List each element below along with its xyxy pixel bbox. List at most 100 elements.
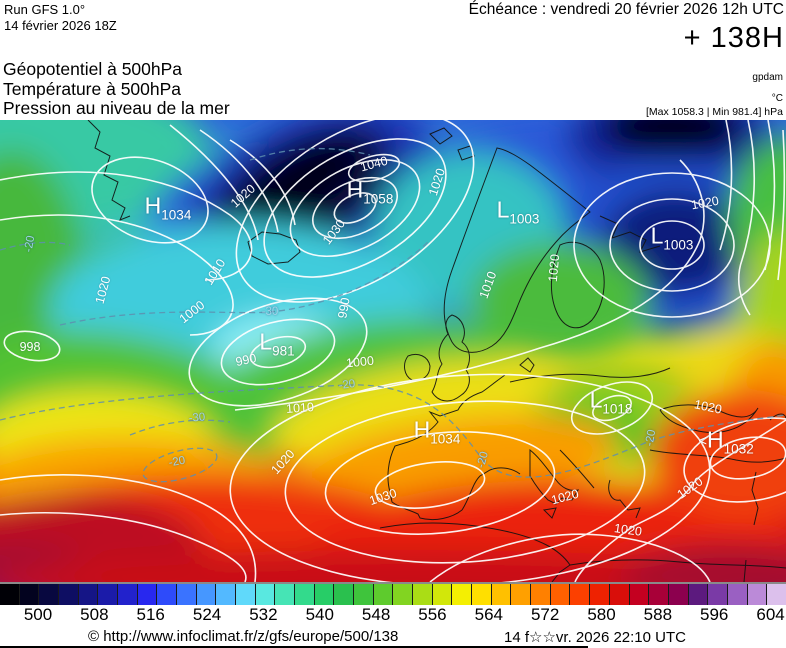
unit-degc: °C xyxy=(771,93,783,104)
colorbar-tick-label: 572 xyxy=(530,605,560,624)
temperature-label: -20 xyxy=(643,428,659,448)
colorbar xyxy=(0,582,786,605)
temperature-label: -20 xyxy=(337,377,357,393)
isobar-label: 1020 xyxy=(426,166,448,198)
colorbar-tick-label: 516 xyxy=(136,605,165,624)
temperature-contours xyxy=(0,147,786,483)
colorbar-cell xyxy=(59,584,79,605)
isobar-label: 1010 xyxy=(476,269,500,301)
colorbar-cell xyxy=(531,584,551,605)
colorbar-ticks: 500 508 516 524 532 540 548 556 564 572 580 588 596 6… xyxy=(0,605,786,627)
colorbar-cell xyxy=(649,584,669,605)
colorbar-cell xyxy=(708,584,728,605)
colorbar-tick-label: 588 xyxy=(643,605,673,624)
colorbar-cell xyxy=(39,584,60,605)
colorbar-cell xyxy=(550,584,571,605)
colorbar-tick-label: 524 xyxy=(192,605,222,624)
param-temperature: Température à 500hPa xyxy=(3,78,182,99)
colorbar-cell xyxy=(452,584,473,605)
colorbar-cell xyxy=(275,584,296,605)
isobar-label: 1020 xyxy=(674,474,706,502)
isobar-label: 1040 xyxy=(358,153,390,175)
colorbar-cell xyxy=(196,584,217,605)
colorbar-tick-label: 540 xyxy=(305,605,334,624)
colorbar-cell xyxy=(472,584,492,605)
isobar-label: 1030 xyxy=(319,216,349,248)
pressure-center-h: H1058 xyxy=(346,176,394,207)
footer: © http://www.infoclimat.fr/z/gfs/europe/… xyxy=(0,628,786,648)
colorbar-tick-label: 596 xyxy=(700,605,729,624)
isobar-label: 1000 xyxy=(176,297,208,327)
isobar-label: 1030 xyxy=(367,486,399,508)
colorbar-cell xyxy=(98,584,119,605)
colorbar-cell xyxy=(393,584,414,605)
colorbar-tick-label: 548 xyxy=(361,605,391,624)
valid-time: Échéance : vendredi 20 février 2026 12h … xyxy=(468,1,784,18)
isobar-label: 1020 xyxy=(690,193,720,213)
valid-time-block: Échéance : vendredi 20 février 2026 12h … xyxy=(469,1,784,55)
isobar-label: 1010 xyxy=(285,400,315,416)
colorbar-cell xyxy=(688,584,709,605)
map-labels: H1034 H1058 L1003 L1003 L981 H1034 L1018 <H1032… xyxy=(0,120,786,582)
isobar-label: 1020 xyxy=(227,181,259,211)
units-block: gpdam °C [Max 1058.3 | Min 981.4] hPa xyxy=(646,72,783,118)
colorbar-tick-label: 556 xyxy=(418,605,447,624)
colorbar-tick-label: 500 xyxy=(23,605,53,624)
colorbar-cell xyxy=(314,584,335,605)
isobar-label: 1020 xyxy=(268,446,298,478)
pressure-center-l: L1018 xyxy=(589,386,633,417)
colorbar-cell xyxy=(118,584,138,605)
colorbar-tick-label: 580 xyxy=(587,605,616,624)
param-pressure: Pression au niveau de la mer xyxy=(3,98,230,118)
forecast-hour: + 138H xyxy=(683,22,784,54)
isobar-label: 990 xyxy=(234,350,258,370)
pressure-center-l: L981 xyxy=(259,328,295,359)
colorbar-tick-label: 532 xyxy=(249,605,278,624)
colorbar-cell xyxy=(334,584,355,605)
pressure-center-h: H1034 xyxy=(413,416,461,447)
temperature-label: -30 xyxy=(261,306,279,318)
pressure-center-h: <H1032 xyxy=(698,426,754,457)
unit-gpdam: gpdam xyxy=(752,72,783,83)
colorbar-cell xyxy=(216,584,237,605)
temperature-label: -20 xyxy=(22,234,38,254)
colorbar-cell xyxy=(747,584,768,605)
colorbar-cell xyxy=(668,584,689,605)
colorbar-cell xyxy=(255,584,276,605)
pressure-center-l: L1003 xyxy=(496,196,540,227)
colorbar-cell xyxy=(767,584,786,605)
colorbar-tick-label: 564 xyxy=(474,605,503,624)
colorbar-cell xyxy=(19,584,40,605)
isobars xyxy=(0,120,786,582)
colorbar-cell xyxy=(727,584,748,605)
colorbar-cell xyxy=(236,584,256,605)
param-geopotential: Géopotentiel à 500hPa xyxy=(3,59,183,79)
colorbar-tick-label: 604 xyxy=(756,605,785,624)
isobar-label: 1020 xyxy=(549,486,581,508)
colorbar-cell xyxy=(413,584,433,605)
run-info: Run GFS 1.0° 14 février 2026 18Z xyxy=(4,2,117,34)
pressure-center-l: L1003 xyxy=(650,222,694,253)
map-canvas xyxy=(0,120,786,582)
generation-timestamp: 14 f☆☆vr. 2026 22:10 UTC xyxy=(504,629,686,646)
copyright-url: © http://www.infoclimat.fr/z/gfs/europe/… xyxy=(88,628,399,645)
colorbar-cell xyxy=(629,584,650,605)
colorbar-cell xyxy=(491,584,512,605)
colorbar-cell xyxy=(157,584,178,605)
colorbar-tick-label: 508 xyxy=(80,605,109,624)
colorbar-cell xyxy=(137,584,158,605)
isobar-label: 1010 xyxy=(201,256,229,288)
temperature-label: -20 xyxy=(475,450,491,470)
run-date: 14 février 2026 18Z xyxy=(4,18,117,33)
bottom-border-line xyxy=(0,646,588,648)
isobar-label: 990 xyxy=(335,296,353,320)
isobar-label: 1000 xyxy=(345,353,375,371)
colorbar-cell xyxy=(78,584,99,605)
colorbar-cell xyxy=(0,584,20,605)
colorbar-cell xyxy=(432,584,453,605)
colorbar-cell xyxy=(177,584,197,605)
run-model: Run GFS 1.0° xyxy=(4,2,86,17)
colorbar-cell xyxy=(295,584,315,605)
colorbar-cell xyxy=(354,584,374,605)
